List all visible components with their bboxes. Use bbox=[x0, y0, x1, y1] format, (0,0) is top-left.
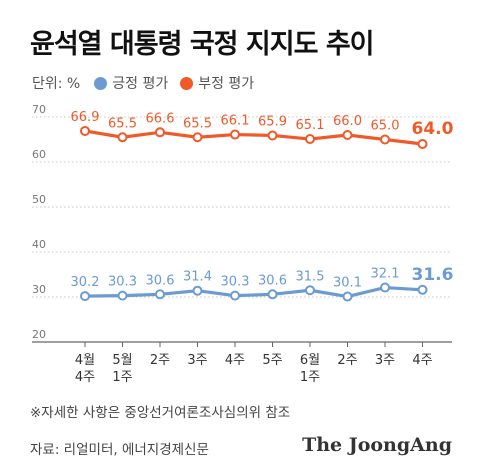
data-label: 65.9 bbox=[258, 114, 287, 129]
legend-dot-negative bbox=[180, 76, 194, 90]
data-point bbox=[342, 130, 353, 140]
x-tick-label: 2주 bbox=[150, 353, 170, 368]
chart-title: 윤석열 대통령 국정 지지도 추이 bbox=[30, 29, 375, 60]
legend-item-positive: 긍정 평가 bbox=[94, 73, 168, 93]
unit-label: 단위: % bbox=[32, 76, 81, 92]
y-tick-label: 60 bbox=[32, 148, 46, 161]
series-line-1 bbox=[84, 129, 423, 146]
data-label: 65.0 bbox=[371, 119, 400, 134]
x-tick-label: 2주 bbox=[337, 353, 357, 368]
data-label: 30.3 bbox=[221, 275, 250, 290]
source-credit: 자료: 리얼미터, 에너지경제신문 bbox=[30, 442, 209, 458]
data-label: 66.1 bbox=[221, 114, 250, 129]
brand-logo: The JoongAng bbox=[302, 434, 452, 456]
x-tick-label: 1주 bbox=[112, 370, 132, 385]
data-point bbox=[230, 290, 240, 301]
data-point bbox=[80, 125, 90, 136]
legend-item-negative: 부정 평가 bbox=[180, 73, 254, 93]
data-point bbox=[417, 284, 428, 295]
data-point bbox=[117, 132, 128, 143]
data-label: 66.6 bbox=[146, 111, 175, 126]
y-tick-label: 30 bbox=[32, 283, 46, 296]
data-point bbox=[380, 282, 390, 293]
series-line-0 bbox=[84, 285, 423, 299]
footnote: ※자세한 사항은 중앙선거여론조사심의위 참조 bbox=[30, 405, 291, 421]
data-label: 32.1 bbox=[371, 267, 400, 282]
x-tick-label: 3주 bbox=[375, 353, 395, 368]
x-tick-label: 6월 bbox=[300, 353, 320, 368]
data-label: 31.5 bbox=[296, 269, 325, 284]
data-point bbox=[80, 291, 90, 302]
data-label: 31.4 bbox=[183, 270, 212, 285]
data-point bbox=[305, 285, 315, 296]
data-label: 66.0 bbox=[333, 114, 362, 129]
data-label: 64.0 bbox=[412, 119, 454, 139]
data-label: 65.1 bbox=[296, 118, 325, 133]
x-tick-label: 3주 bbox=[187, 353, 207, 368]
y-tick-label: 50 bbox=[32, 193, 46, 206]
y-tick-label: 70 bbox=[32, 103, 46, 116]
data-point bbox=[155, 289, 165, 300]
data-point bbox=[192, 285, 203, 296]
x-tick-label: 4월 bbox=[75, 353, 95, 368]
data-point bbox=[380, 134, 390, 145]
data-point bbox=[342, 291, 353, 302]
x-tick-label: 5주 bbox=[262, 353, 282, 368]
chart-legend: 단위: % 긍정 평가 부정 평가 bbox=[32, 73, 266, 93]
data-point bbox=[417, 139, 428, 149]
x-tick-label: 4주 bbox=[225, 353, 245, 368]
x-tick-label: 4주 bbox=[412, 353, 432, 368]
data-point bbox=[192, 132, 203, 143]
legend-label-negative: 부정 평가 bbox=[198, 76, 255, 92]
legend-label-positive: 긍정 평가 bbox=[112, 76, 169, 92]
data-point bbox=[267, 289, 278, 300]
data-label: 30.1 bbox=[333, 276, 362, 291]
data-point bbox=[230, 129, 240, 140]
data-label: 65.5 bbox=[108, 116, 137, 131]
data-point bbox=[305, 134, 315, 145]
data-label: 30.6 bbox=[146, 273, 175, 288]
data-label: 31.6 bbox=[412, 265, 454, 285]
data-point bbox=[117, 290, 128, 301]
y-tick-label: 20 bbox=[32, 328, 46, 341]
y-tick-label: 40 bbox=[32, 238, 46, 251]
data-label: 30.3 bbox=[108, 275, 137, 290]
x-tick-label: 5월 bbox=[112, 353, 132, 368]
data-label: 65.5 bbox=[183, 116, 212, 131]
data-label: 30.6 bbox=[258, 273, 287, 288]
data-label: 30.2 bbox=[71, 275, 100, 290]
legend-dot-positive bbox=[94, 76, 108, 90]
data-point bbox=[267, 130, 278, 141]
x-tick-label: 1주 bbox=[300, 370, 320, 385]
data-label: 66.9 bbox=[71, 110, 100, 125]
data-point bbox=[155, 127, 165, 138]
x-tick-label: 4주 bbox=[75, 370, 95, 385]
